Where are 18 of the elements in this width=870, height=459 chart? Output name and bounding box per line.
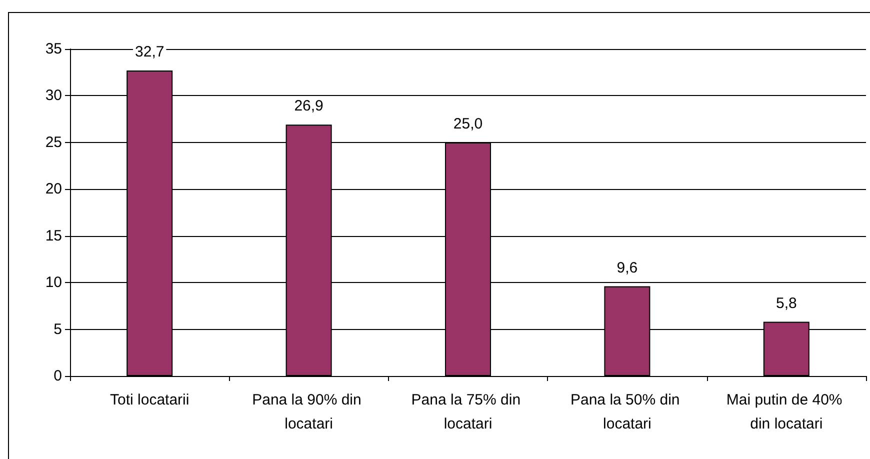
y-tick-label: 15 xyxy=(45,227,62,244)
y-tick-label: 20 xyxy=(45,180,62,198)
data-label: 5,8 xyxy=(776,294,797,312)
y-tick-label: 25 xyxy=(45,134,62,151)
data-label: 9,6 xyxy=(616,259,638,276)
x-tick-label: Pana la 90% din locatari xyxy=(252,392,366,432)
x-tick-label: Pana la 50% din locatari xyxy=(570,392,684,432)
x-tick-label: Toti locatarii xyxy=(110,392,190,408)
y-tick-label: 10 xyxy=(45,274,62,292)
x-tick-label: Mai putin de 40% din locatari xyxy=(726,392,846,432)
data-label: 32,7 xyxy=(135,43,164,60)
y-tick-label: 30 xyxy=(45,87,62,104)
data-label: 26,9 xyxy=(294,98,324,115)
y-tick-label: 0 xyxy=(54,368,62,384)
x-tick-label: Pana la 75% din locatari xyxy=(411,392,525,432)
y-tick-label: 5 xyxy=(54,320,62,338)
y-tick-label: 35 xyxy=(45,40,62,58)
data-label: 25,0 xyxy=(453,115,483,132)
